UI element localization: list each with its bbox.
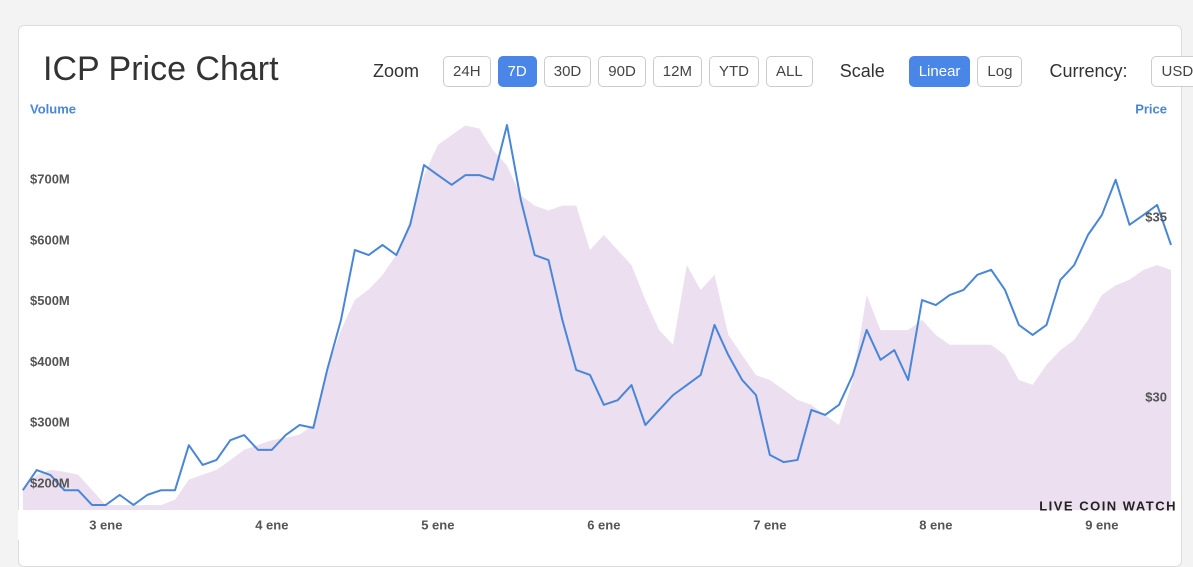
zoom-label: Zoom [373,61,420,81]
x-tick-label: 4 ene [255,517,288,532]
currency-button[interactable]: USD [1151,56,1193,87]
zoom-group: Zoom 24H 7D 30D 90D 12M YTD ALL [373,56,820,87]
scale-button[interactable]: Linear [908,56,971,87]
x-tick-label: 7 ene [753,517,786,532]
zoom-button[interactable]: 7D [497,56,537,87]
y-tick-label: $200M [30,475,70,490]
zoom-button[interactable]: 12M [652,56,702,87]
y-axis-title: Volume [30,101,76,116]
y2-axis-title: Price [1135,101,1167,116]
controls: Zoom 24H 7D 30D 90D 12M YTD ALL Scale Linear Log Cu… [373,56,1193,87]
y-tick-label: $300M [30,415,70,430]
volume-area [22,125,1172,511]
zoom-button[interactable]: 90D [598,56,646,87]
zoom-button[interactable]: ALL [765,56,813,87]
y-tick-label: $600M [30,232,70,247]
x-tick-label: 8 ene [919,517,952,532]
price-line [22,124,1172,506]
currency-label: Currency: [1049,61,1128,81]
y2-tick-label: $30 [1145,389,1167,404]
y2-tick-label: $35 [1145,209,1167,224]
currency-group: Currency: USD [1049,56,1193,87]
zoom-button[interactable]: 24H [443,56,491,87]
y-tick-label: $700M [30,172,70,187]
zoom-button[interactable]: YTD [708,56,759,87]
watermark: LIVE COIN WATCH [1039,498,1177,513]
x-tick-label: 9 ene [1085,517,1118,532]
x-axis-band [18,510,1180,540]
x-tick-label: 3 ene [89,517,122,532]
page-title: ICP Price Chart [43,50,279,88]
y-tick-label: $500M [30,293,70,308]
zoom-button[interactable]: 30D [543,56,592,87]
x-tick-label: 5 ene [421,517,454,532]
y-tick-label: $400M [30,354,70,369]
scale-label: Scale [839,61,885,81]
scale-group: Scale Linear Log [840,56,1030,87]
chart: $200M $300M $400M $500M $600M $700M $30 $35 3 en… [18,101,1180,540]
x-tick-label: 6 ene [587,517,620,532]
scale-button[interactable]: Log [977,56,1023,87]
